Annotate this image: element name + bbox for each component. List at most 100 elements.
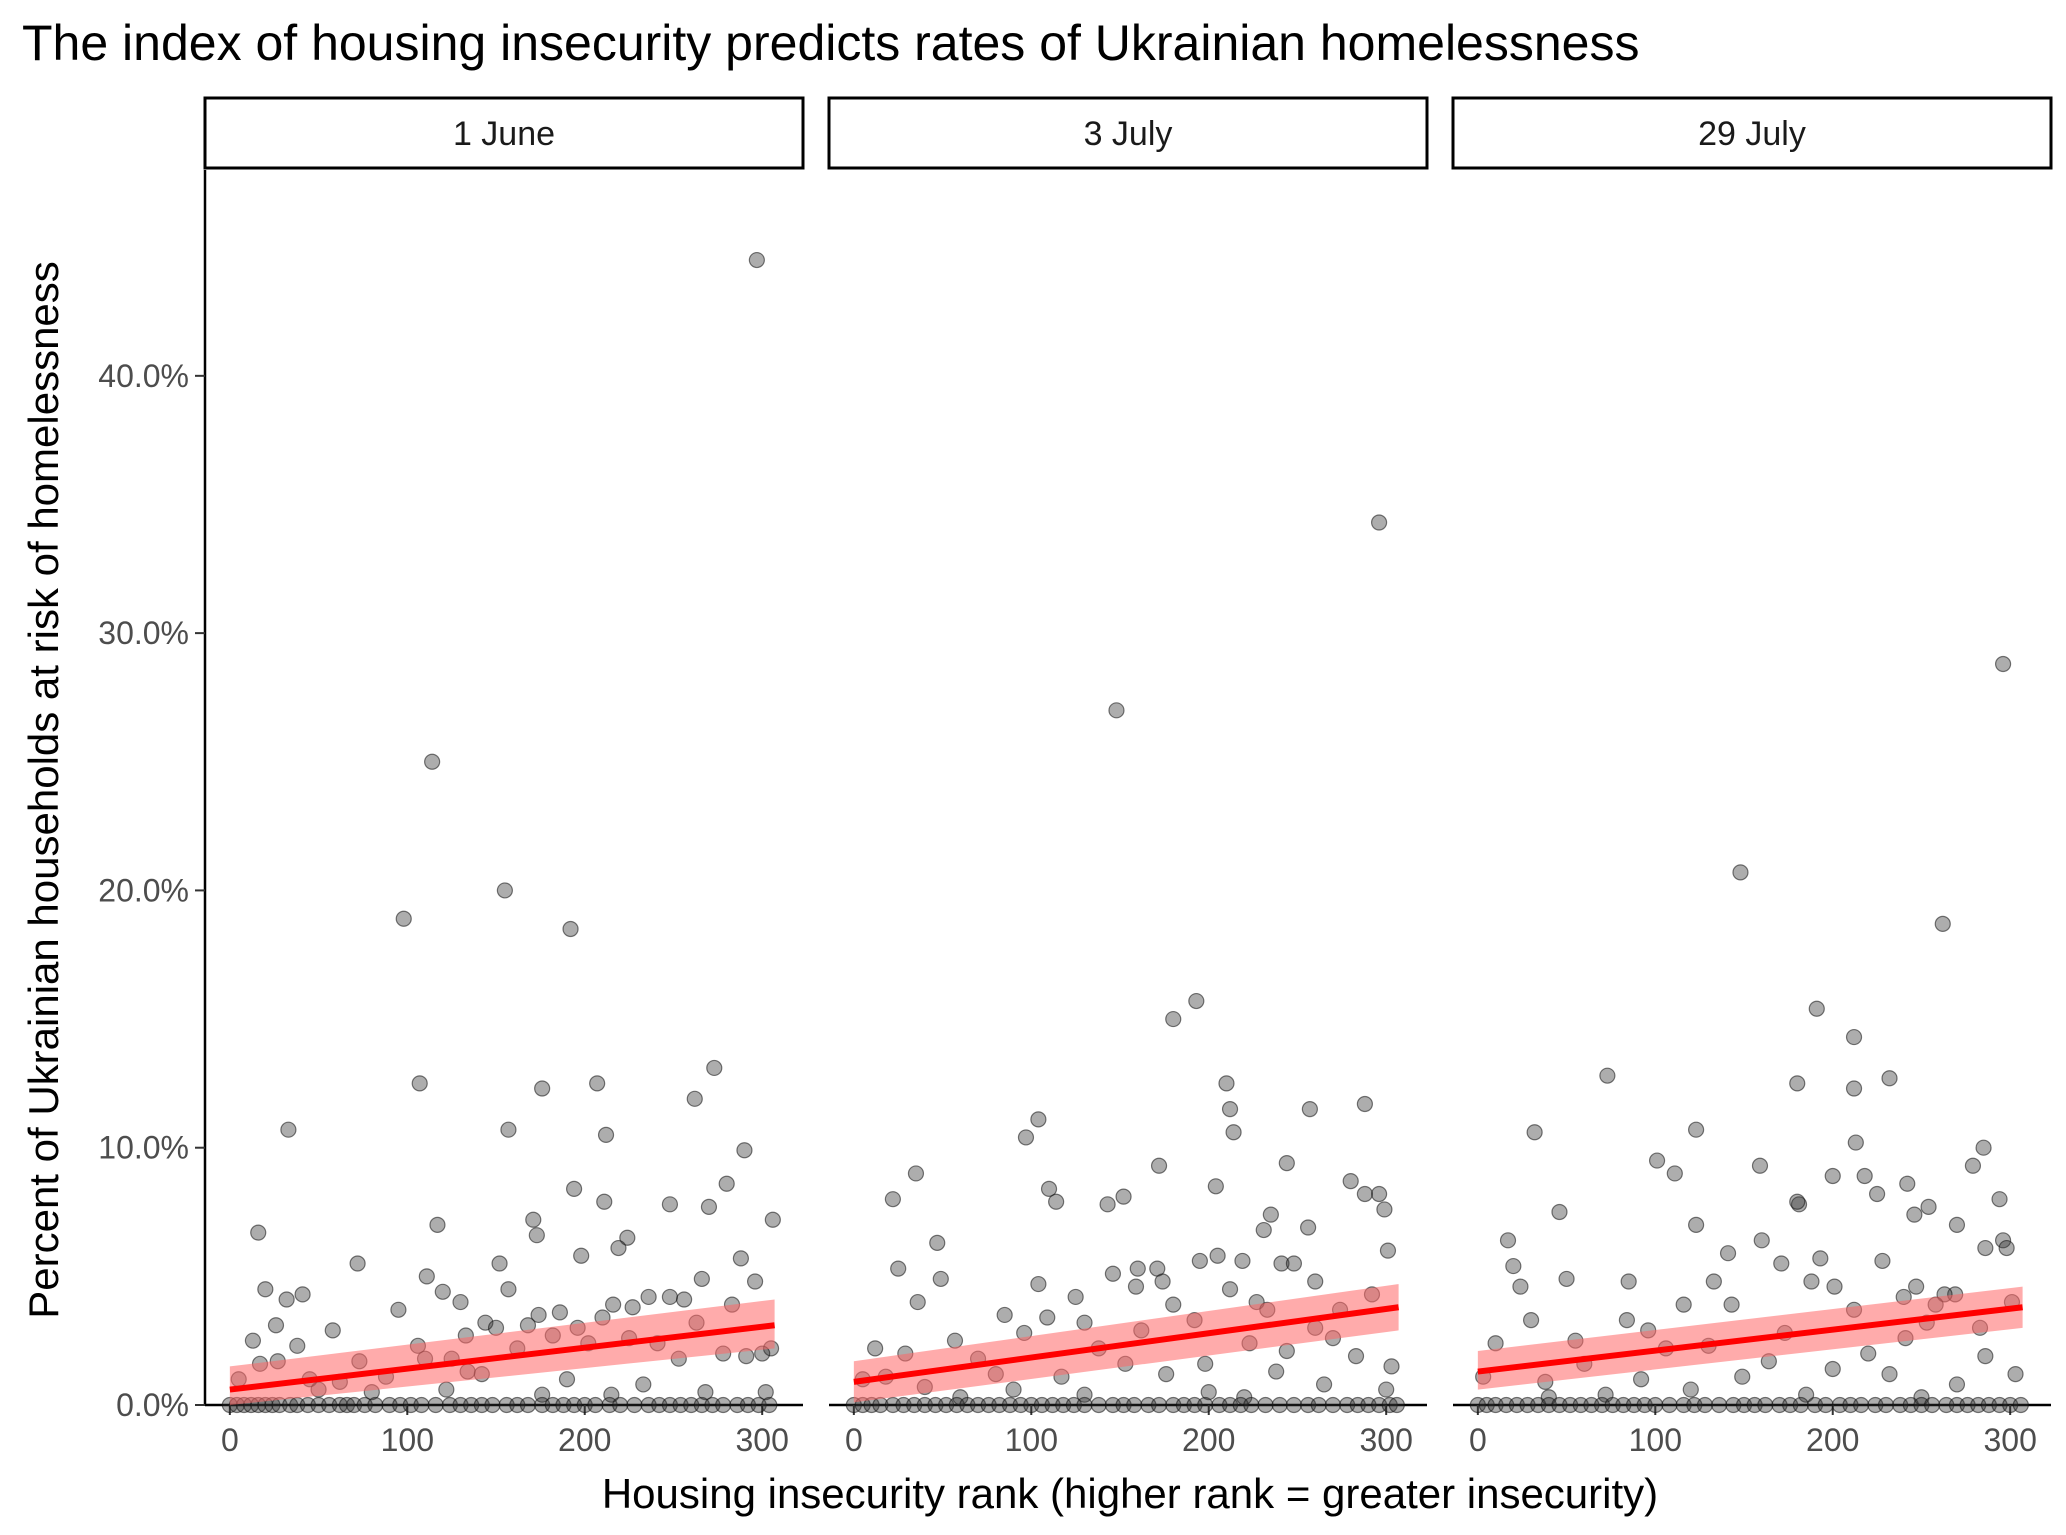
data-point bbox=[289, 1337, 306, 1354]
data-point bbox=[1257, 1396, 1274, 1414]
data-point bbox=[438, 1381, 455, 1398]
data-point bbox=[1278, 1155, 1295, 1172]
data-point bbox=[686, 1090, 703, 1107]
data-point bbox=[1675, 1296, 1692, 1313]
x-tick-label: 100 bbox=[1005, 1422, 1058, 1458]
data-point bbox=[1994, 1232, 2012, 1249]
data-point bbox=[1723, 1296, 1740, 1313]
trend-line bbox=[229, 1322, 775, 1393]
data-point bbox=[1388, 1396, 1405, 1414]
data-point bbox=[2007, 1366, 2024, 1383]
data-point bbox=[349, 1255, 366, 1272]
data-point bbox=[1826, 1278, 1843, 1295]
data-point bbox=[626, 1396, 643, 1414]
data-point bbox=[661, 1196, 679, 1213]
data-point bbox=[1860, 1345, 1877, 1362]
data-point bbox=[1188, 992, 1205, 1010]
data-point bbox=[519, 1396, 537, 1414]
data-point bbox=[1342, 1173, 1359, 1190]
data-point bbox=[424, 753, 441, 770]
data-point bbox=[1877, 1396, 1895, 1414]
data-point bbox=[1734, 1368, 1751, 1385]
data-point bbox=[1618, 1311, 1635, 1329]
data-point bbox=[1808, 1000, 1825, 1017]
data-point bbox=[427, 1396, 444, 1414]
data-point bbox=[1522, 1311, 1540, 1329]
data-point bbox=[1300, 1219, 1317, 1236]
x-tick-label: 100 bbox=[1629, 1422, 1682, 1458]
x-tick-label: 100 bbox=[381, 1422, 434, 1458]
data-point bbox=[1881, 1366, 1898, 1383]
data-point bbox=[1906, 1206, 1923, 1223]
data-point bbox=[496, 882, 513, 899]
x-tick-label: 300 bbox=[1359, 1422, 1412, 1458]
x-tick-label: 0 bbox=[845, 1422, 863, 1458]
data-point bbox=[1977, 1239, 1994, 1257]
data-point bbox=[706, 1059, 723, 1077]
data-point bbox=[1076, 1396, 1093, 1414]
data-point bbox=[1964, 1157, 1982, 1174]
data-point bbox=[1347, 1348, 1365, 1365]
data-point bbox=[587, 1396, 604, 1414]
data-point bbox=[761, 1396, 778, 1414]
data-point bbox=[597, 1126, 615, 1143]
data-point bbox=[1478, 1396, 1495, 1414]
x-axis-title: Housing insecurity rank (higher rank = g… bbox=[602, 1470, 1658, 1517]
data-point bbox=[1207, 1178, 1224, 1195]
data-point bbox=[294, 1286, 311, 1303]
data-point bbox=[1666, 1165, 1683, 1182]
data-point bbox=[1197, 1355, 1214, 1372]
data-point bbox=[619, 1229, 636, 1246]
data-point bbox=[1551, 1203, 1568, 1221]
data-point bbox=[367, 1396, 384, 1414]
data-point bbox=[1165, 1010, 1182, 1028]
data-point bbox=[1191, 1252, 1208, 1270]
facet-panel: 1 June 0 100 200 300 bbox=[203, 96, 805, 1458]
data-point bbox=[700, 1198, 718, 1215]
data-point bbox=[434, 1283, 451, 1300]
data-point bbox=[1558, 1270, 1575, 1288]
data-point bbox=[1221, 1281, 1239, 1298]
data-point bbox=[1824, 1360, 1841, 1378]
data-point bbox=[1127, 1278, 1145, 1295]
x-tick-label: 300 bbox=[735, 1422, 788, 1458]
data-point bbox=[1792, 1396, 1809, 1414]
data-point bbox=[1197, 1396, 1214, 1414]
data-point bbox=[1856, 1167, 1873, 1185]
data-point bbox=[946, 1332, 964, 1349]
data-point bbox=[1648, 1152, 1666, 1169]
data-point bbox=[1150, 1157, 1168, 1174]
data-point bbox=[280, 1121, 297, 1138]
data-point bbox=[1039, 1309, 1056, 1326]
data-point bbox=[1234, 1252, 1251, 1270]
data-point bbox=[693, 1270, 710, 1288]
data-point bbox=[1512, 1278, 1529, 1295]
data-point bbox=[1378, 1381, 1395, 1398]
chart-title: The index of housing insecurity predicts… bbox=[22, 15, 1639, 71]
data-point bbox=[996, 1306, 1013, 1324]
data-point bbox=[1262, 1206, 1279, 1223]
data-point bbox=[1221, 1101, 1239, 1118]
data-point bbox=[1200, 1384, 1217, 1401]
data-point bbox=[411, 1075, 428, 1092]
data-point bbox=[1040, 1180, 1058, 1197]
data-point bbox=[1753, 1232, 1770, 1249]
data-point bbox=[1243, 1396, 1260, 1414]
data-point bbox=[558, 1371, 576, 1388]
data-point bbox=[525, 1211, 542, 1228]
data-point bbox=[1757, 1396, 1774, 1414]
data-point bbox=[746, 1273, 764, 1290]
data-point bbox=[1285, 1396, 1303, 1414]
data-point bbox=[697, 1384, 714, 1401]
data-point bbox=[603, 1386, 620, 1403]
data-point bbox=[1090, 1396, 1107, 1414]
data-point bbox=[1661, 1396, 1678, 1414]
data-point bbox=[624, 1299, 641, 1316]
data-point bbox=[1812, 1250, 1829, 1267]
data-point bbox=[1732, 864, 1749, 881]
data-point bbox=[1719, 1245, 1737, 1262]
data-point bbox=[1526, 1124, 1543, 1141]
y-tick-label: 0.0% bbox=[116, 1387, 189, 1423]
data-point bbox=[1356, 1185, 1373, 1203]
data-point bbox=[640, 1288, 657, 1306]
